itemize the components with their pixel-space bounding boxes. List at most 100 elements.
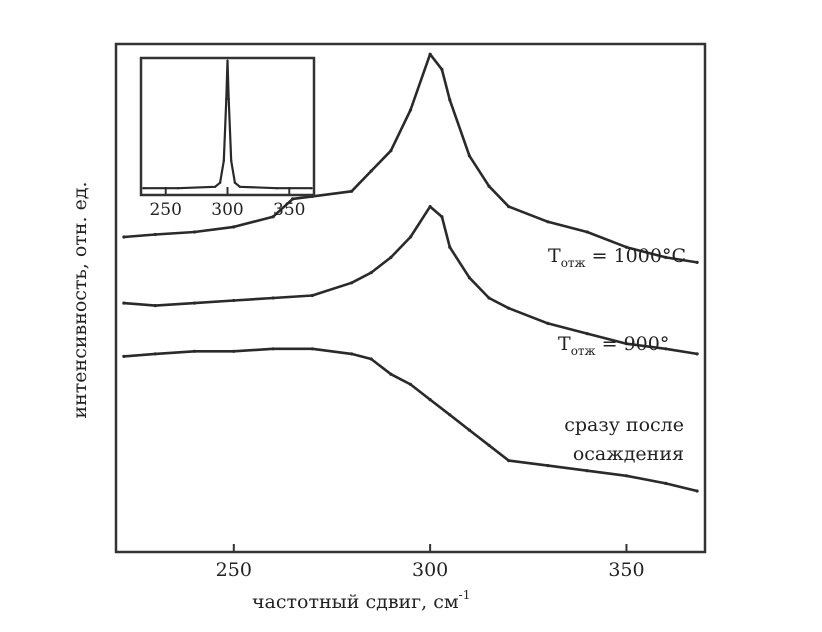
inset-tick-label-0: 250: [149, 200, 181, 220]
main-series-0-point-5: [291, 197, 295, 201]
inset-series-0-point-4: [222, 159, 225, 162]
annotation-1000: Tотж = 1000°C: [548, 245, 686, 270]
inset-series-0-point-0: [142, 187, 145, 190]
main-series-1-point-18: [624, 342, 629, 346]
annotation-900: Tотж = 900°: [558, 333, 669, 358]
inset-series-0-point-1: [176, 187, 180, 190]
main-series-2-point-3: [232, 349, 236, 353]
main-series-2-point-19: [695, 489, 699, 493]
main-series-0-point-3: [232, 225, 236, 229]
main-series-1-point-2: [192, 301, 197, 305]
main-series-2-point-15: [546, 464, 550, 468]
main-series-2-point-10: [428, 398, 432, 402]
main-tick-label-1: 300: [412, 559, 448, 581]
inset-curves: [142, 59, 313, 190]
main-series-0-point-2: [192, 230, 197, 234]
main-series-1-point-11: [440, 215, 444, 219]
main-series-2: [123, 347, 698, 493]
annotation-as-deposited-line2: осаждения: [573, 443, 684, 465]
main-series-1-point-12: [448, 245, 452, 249]
main-series-1-point-7: [369, 271, 373, 275]
main-series-0-point-10: [408, 108, 413, 112]
x-axis-title-text: частотный сдвиг, см: [252, 591, 459, 613]
main-series-0-point-18: [585, 230, 589, 234]
main-series-1-point-20: [695, 352, 699, 356]
main-series-1-point-14: [487, 296, 491, 300]
main-series-0-point-19: [624, 245, 629, 249]
main-series-2-point-14: [507, 459, 511, 463]
main-series-1-point-9: [408, 235, 413, 239]
main-series-1-point-6: [350, 281, 354, 285]
main-series-1-point-10: [428, 205, 432, 209]
main-series-0-point-1: [153, 232, 157, 237]
x-axis-title-sup: -1: [459, 588, 471, 602]
annotation-900-sub: отж: [571, 344, 596, 358]
inset-series-0-point-2: [213, 185, 217, 188]
main-series-0-point-0: [122, 235, 126, 239]
annotation-1000-sub: отж: [561, 256, 586, 270]
main-series-0-point-14: [467, 154, 471, 158]
main-plot-frame: [114, 42, 707, 554]
main-series-1-point-4: [271, 296, 275, 300]
main-series-2-point-1: [153, 352, 157, 356]
main-series-0: [123, 52, 698, 264]
main-series-1-point-5: [310, 293, 314, 298]
inset-series-0-point-3: [218, 181, 222, 184]
main-tick-label-2: 350: [608, 559, 644, 581]
main-series-2-point-13: [487, 443, 491, 447]
main-series-0-point-11: [428, 52, 432, 56]
main-series-2-point-6: [350, 352, 354, 356]
main-x-ticks: 250 300 350: [216, 544, 645, 581]
main-series-2-point-2: [192, 349, 197, 353]
main-series-1-point-16: [546, 321, 550, 325]
annotation-900-rest: = 900°: [596, 333, 670, 355]
main-series-0-point-4: [271, 215, 275, 219]
main-series-2-point-8: [389, 372, 393, 376]
inset-series-0-point-10: [238, 185, 242, 188]
inset-tick-label-2: 350: [273, 200, 305, 220]
main-series-2-point-7: [369, 357, 373, 361]
main-tick-label-0: 250: [216, 559, 252, 581]
annotation-1000-rest: = 1000°C: [586, 245, 686, 267]
main-series-0-point-15: [487, 184, 491, 188]
inset-series-0-point-7: [227, 97, 230, 101]
inset-series-0-point-12: [310, 187, 313, 190]
main-series-2-point-12: [467, 428, 471, 432]
main-series-0-point-20: [664, 255, 668, 259]
main-series-1-point-15: [507, 306, 511, 310]
main-series-0-point-21: [695, 260, 699, 264]
inset-x-ticks: 250 300 350: [149, 187, 306, 220]
annotation-as-deposited-line1: сразу после: [564, 414, 684, 436]
main-series-2-point-17: [624, 474, 629, 478]
x-axis-title: частотный сдвиг, см-1: [252, 588, 470, 613]
main-series-2-point-11: [448, 413, 452, 417]
main-series-2-point-9: [408, 382, 413, 386]
main-series-2-point-0: [122, 354, 126, 358]
main-series-0-point-16: [507, 205, 511, 209]
main-series-0-point-8: [369, 169, 373, 173]
inset-series-0-point-6: [226, 59, 229, 62]
main-series-2-point-16: [585, 469, 589, 473]
inset-tick-label-1: 300: [211, 200, 243, 220]
main-series-2-point-5: [310, 347, 314, 351]
main-series-1-point-8: [389, 255, 393, 259]
main-curves: [122, 52, 699, 493]
main-series-1-point-13: [467, 276, 471, 280]
main-series-0-point-17: [546, 220, 550, 224]
y-axis-title: интенсивность, отн. ед.: [69, 181, 91, 418]
inset-series-0-point-11: [275, 187, 279, 190]
main-series-0-point-12: [440, 67, 444, 71]
main-series-1-point-1: [153, 304, 157, 308]
main-series-1-point-17: [585, 332, 589, 336]
main-series-0-point-9: [389, 149, 393, 153]
inset-series-0-point-5: [225, 97, 228, 101]
annotation-900-main: T: [558, 333, 571, 355]
annotation-1000-main: T: [548, 245, 561, 267]
main-series-0-point-13: [448, 98, 452, 102]
inset-series-0-point-8: [230, 159, 233, 162]
inset-series-0-point-9: [233, 181, 237, 184]
main-series-0-point-7: [350, 189, 354, 193]
main-series-1-point-0: [122, 301, 126, 305]
main-series-2-point-4: [271, 347, 275, 351]
